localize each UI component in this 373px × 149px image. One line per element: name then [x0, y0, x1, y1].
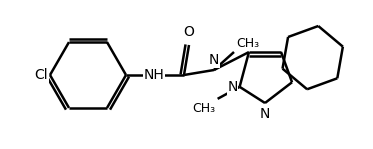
Text: CH₃: CH₃ [192, 102, 216, 115]
Text: O: O [184, 25, 194, 39]
Text: NH: NH [144, 68, 164, 82]
Text: N: N [227, 80, 238, 94]
Text: CH₃: CH₃ [236, 37, 259, 50]
Text: Cl: Cl [34, 68, 48, 82]
Text: N: N [260, 107, 270, 121]
Text: N: N [209, 53, 219, 67]
